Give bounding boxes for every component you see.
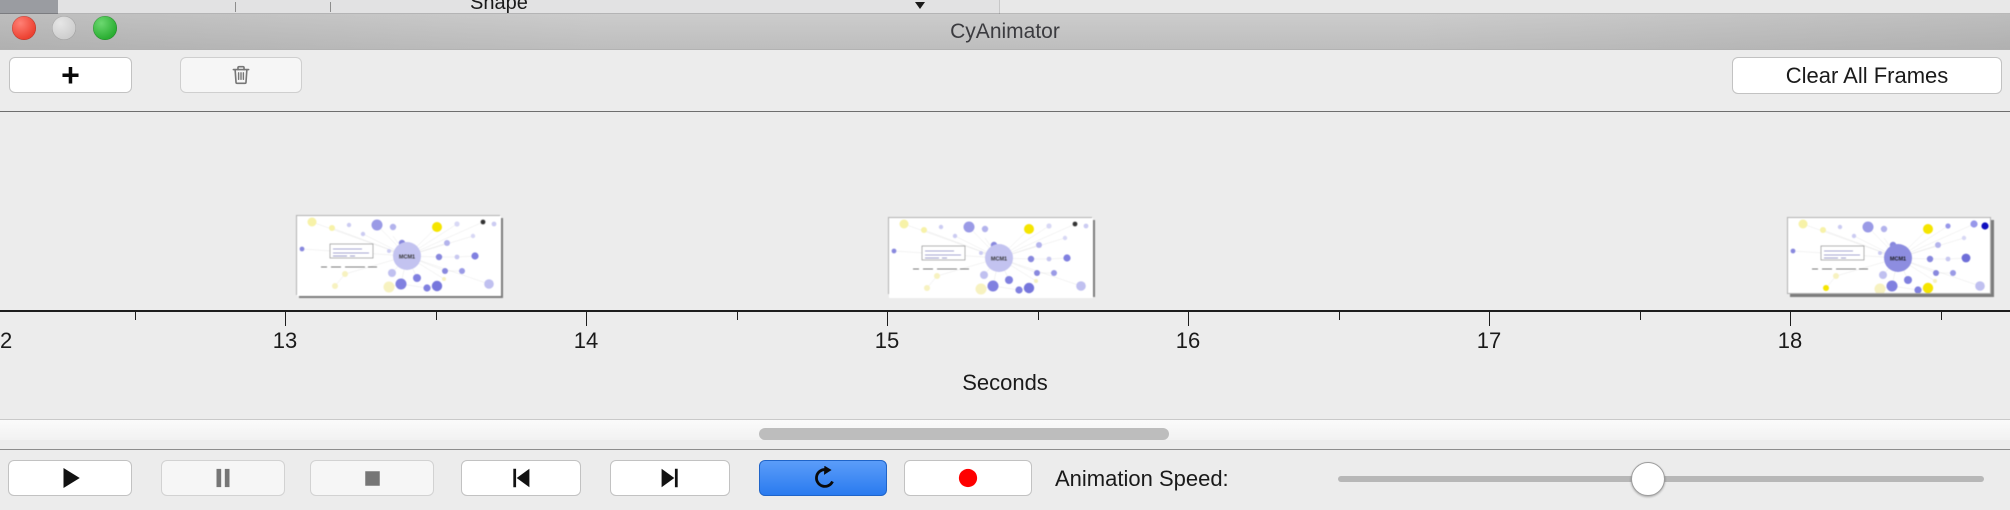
svg-text:MCM1: MCM1 bbox=[1890, 257, 1906, 263]
svg-text:MCM1: MCM1 bbox=[399, 255, 415, 261]
svg-text:MCM1: MCM1 bbox=[991, 257, 1007, 263]
